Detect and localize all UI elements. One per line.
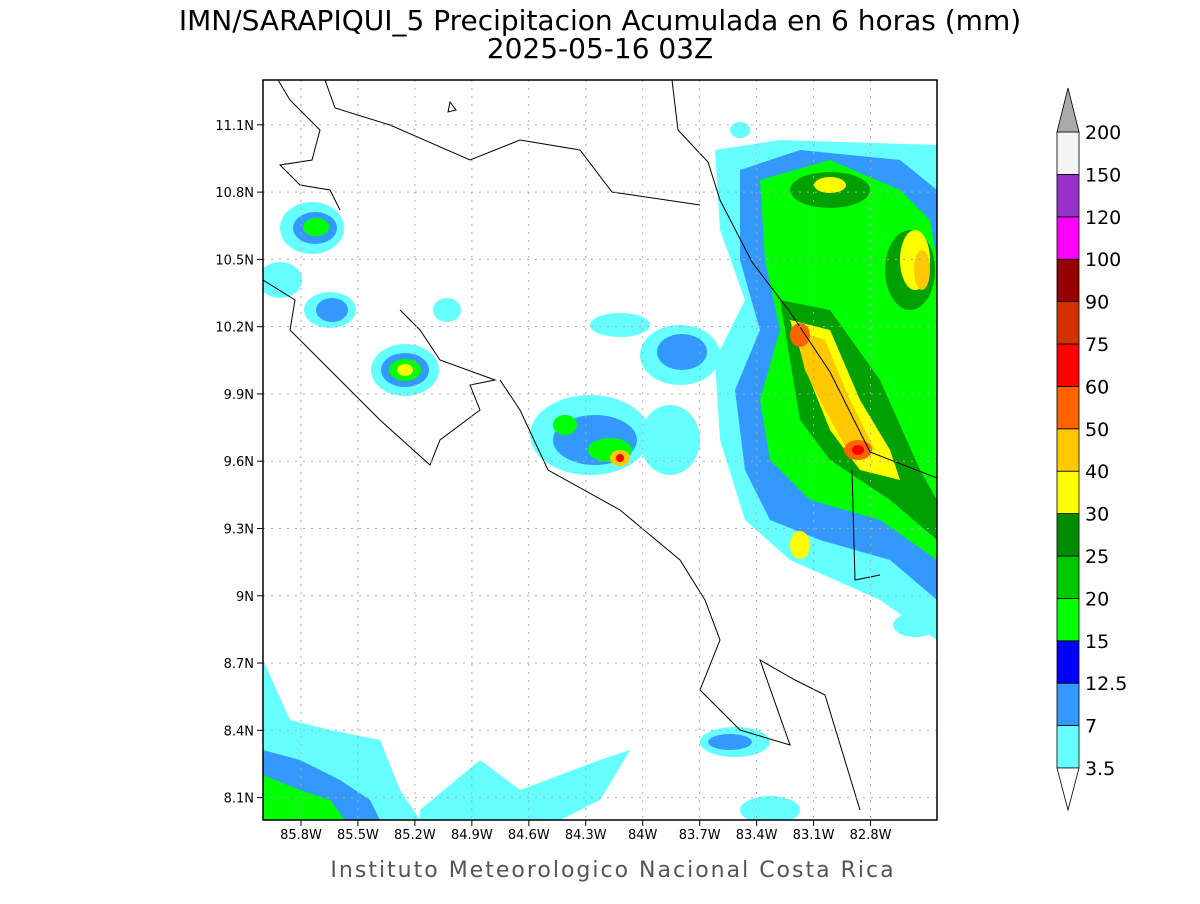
x-tick-label: 84.9W — [451, 828, 493, 843]
precip-field — [263, 80, 937, 820]
colorbar-box — [1056, 513, 1080, 557]
colorbar-label: 120 — [1085, 207, 1121, 229]
x-tick-label: 85.5W — [337, 828, 379, 843]
rain-area — [790, 323, 810, 347]
y-tick-label: 9N — [236, 590, 254, 605]
rain-area — [893, 613, 937, 637]
colorbar-box — [1056, 555, 1080, 599]
colorbar-box — [1056, 216, 1080, 260]
rain-60 — [616, 445, 864, 462]
y-tick-label: 10.2N — [215, 321, 254, 336]
colorbar-label: 25 — [1085, 546, 1109, 568]
rain-area — [708, 734, 752, 750]
colorbar-box — [1056, 173, 1080, 218]
rain-area — [852, 445, 864, 455]
colorbar-label: 75 — [1085, 334, 1109, 356]
map-subtitle: 2025-05-16 03Z — [487, 32, 713, 65]
border — [324, 80, 701, 206]
rain-area — [730, 122, 750, 138]
rain-area — [397, 364, 413, 376]
rain-area — [590, 313, 650, 337]
rain-area — [263, 262, 302, 298]
colorbar-label: 7 — [1085, 716, 1097, 738]
colorbar-box — [1056, 258, 1080, 303]
colorbar-label: 3.5 — [1085, 758, 1115, 780]
rain-area — [433, 298, 461, 322]
rain-50 — [790, 323, 872, 460]
colorbar-box — [1056, 598, 1080, 642]
coastline — [499, 379, 861, 811]
coastline — [671, 80, 937, 479]
x-tick-label: 84W — [628, 828, 658, 843]
colorbar-box — [1056, 725, 1080, 769]
border — [851, 469, 881, 581]
rain-area — [814, 177, 846, 193]
colorbar-box — [1056, 640, 1080, 684]
rain-area — [790, 531, 810, 559]
y-tick-label: 8.1N — [224, 792, 254, 807]
rain-area — [640, 405, 700, 475]
colorbar-box — [1056, 343, 1080, 387]
x-tick-label: 85.2W — [394, 828, 436, 843]
rain-area — [914, 250, 930, 290]
island — [447, 100, 457, 113]
rain-area — [657, 334, 707, 370]
x-tick-label: 82.8W — [850, 828, 892, 843]
colorbar: 3.5 7 12.5 15 20 25 30 40 50 60 75 90 100 120 150 200 — [1056, 87, 1127, 812]
colorbar-label: 40 — [1085, 461, 1109, 483]
x-tick-label: 84.3W — [565, 828, 607, 843]
colorbar-over — [1056, 87, 1080, 133]
rain-area — [553, 415, 577, 435]
x-tick-label: 83.4W — [736, 828, 778, 843]
y-tick-label: 9.6N — [224, 455, 254, 470]
x-tick-label: 83.1W — [793, 828, 835, 843]
coastline — [277, 80, 341, 211]
colorbar-label: 60 — [1085, 376, 1109, 398]
colorbar-label: 30 — [1085, 504, 1109, 526]
rain-area — [303, 218, 329, 236]
colorbar-label: 90 — [1085, 292, 1109, 314]
colorbar-label: 15 — [1085, 631, 1109, 653]
y-tick-label: 9.9N — [224, 388, 254, 403]
y-tick-label: 11.1N — [215, 119, 254, 134]
map-frame — [262, 79, 938, 821]
rain-area — [616, 454, 624, 462]
rain-area — [420, 750, 630, 820]
colorbar-under — [1056, 767, 1080, 812]
colorbar-label: 50 — [1085, 419, 1109, 441]
colorbar-box — [1056, 385, 1080, 430]
colorbar-box — [1056, 131, 1080, 175]
y-tick-label: 8.7N — [224, 657, 254, 672]
map-footer: Instituto Meteorologico Nacional Costa R… — [330, 858, 895, 883]
colorbar-label: 100 — [1085, 249, 1121, 271]
grid: 85.8W 85.5W 85.2W 84.9W 84.6W 84.3W 84W 83.7W 83… — [215, 80, 937, 843]
y-tick-label: 8.4N — [224, 724, 254, 739]
colorbar-box — [1056, 428, 1080, 472]
rain-area — [795, 330, 875, 455]
y-tick-label: 9.3N — [224, 522, 254, 537]
y-tick-label: 10.5N — [215, 253, 254, 268]
colorbar-label: 150 — [1085, 164, 1121, 186]
rain-area — [316, 298, 348, 322]
colorbar-label: 12.5 — [1085, 673, 1127, 695]
x-tick-label: 83.7W — [679, 828, 721, 843]
x-tick-label: 85.8W — [280, 828, 322, 843]
colorbar-label: 200 — [1085, 122, 1121, 144]
colorbar-box — [1056, 301, 1080, 345]
x-tick-label: 84.6W — [508, 828, 550, 843]
y-tick-label: 10.8N — [215, 186, 254, 201]
map-title: IMN/SARAPIQUI_5 Precipitacion Acumulada … — [179, 4, 1021, 37]
colorbar-label: 20 — [1085, 588, 1109, 610]
rain-area — [740, 796, 800, 820]
colorbar-box — [1056, 470, 1080, 515]
colorbar-box — [1056, 682, 1080, 727]
coastline — [263, 279, 497, 466]
coastlines — [263, 80, 937, 811]
